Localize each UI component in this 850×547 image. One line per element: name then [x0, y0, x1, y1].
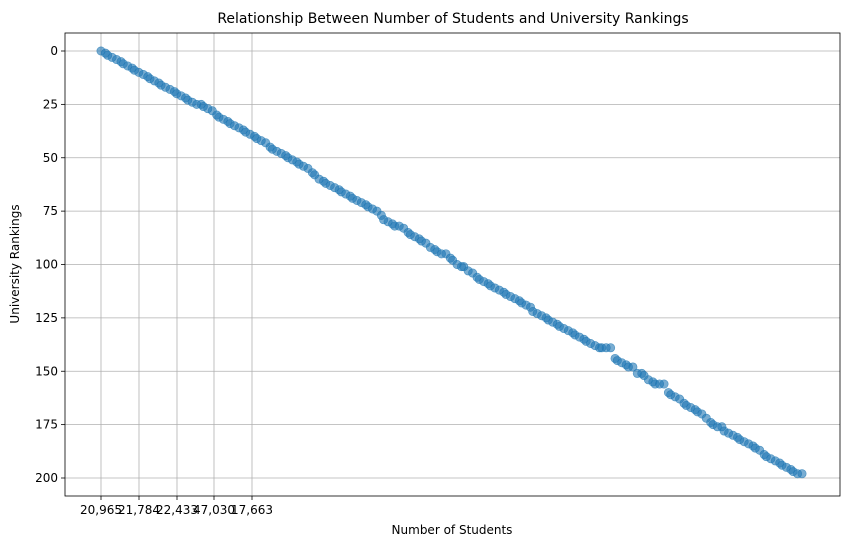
x-tick-label: 17,663: [231, 503, 273, 517]
data-point: [606, 343, 616, 353]
y-tick-label: 175: [35, 418, 58, 432]
y-tick-label: 25: [43, 97, 58, 111]
data-point: [628, 362, 638, 372]
x-axis-label: Number of Students: [392, 523, 513, 537]
y-axis-label: University Rankings: [8, 204, 22, 323]
x-tick-label: 22,433: [156, 503, 198, 517]
y-tick-label: 150: [35, 364, 58, 378]
y-tick-label: 75: [43, 204, 58, 218]
y-tick-label: 100: [35, 258, 58, 272]
data-point: [797, 469, 807, 479]
data-points: [96, 46, 807, 479]
y-tick-label: 0: [50, 44, 58, 58]
data-point: [659, 379, 669, 389]
y-tick-label: 50: [43, 151, 58, 165]
x-tick-label: 21,784: [118, 503, 160, 517]
y-axis-ticks: 0 25 50 75 100 125 150 175 200: [35, 44, 65, 485]
chart-title: Relationship Between Number of Students …: [217, 11, 688, 27]
x-tick-label: 20,965: [80, 503, 122, 517]
y-tick-label: 200: [35, 471, 58, 485]
y-tick-label: 125: [35, 311, 58, 325]
x-tick-label: 47,030: [193, 503, 235, 517]
